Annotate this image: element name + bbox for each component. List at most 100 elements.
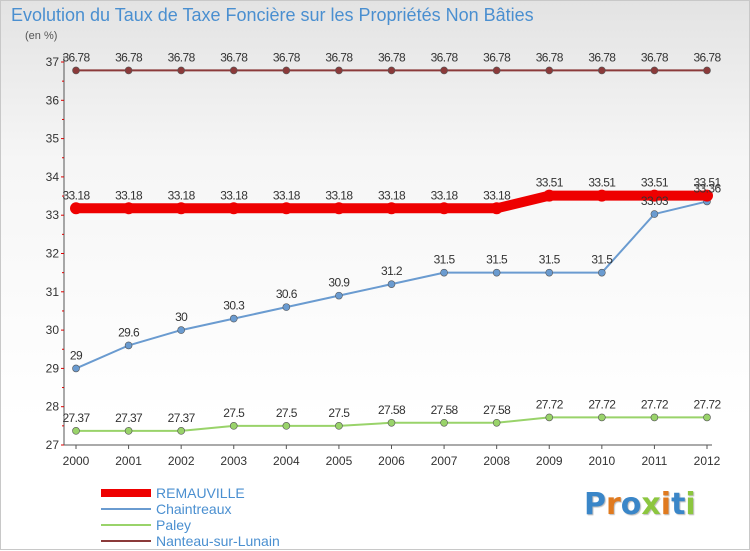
data-point	[282, 422, 291, 430]
legend-swatch	[101, 489, 151, 497]
data-point	[650, 413, 659, 422]
data-label: 27.72	[536, 397, 564, 411]
data-point	[227, 202, 240, 215]
data-point	[650, 210, 659, 218]
data-label: 29.6	[118, 325, 140, 339]
data-label: 27.58	[378, 403, 406, 417]
x-tick-label: 2010	[588, 454, 615, 468]
data-label: 27.72	[693, 397, 721, 411]
data-point	[229, 422, 238, 430]
data-label: 36.78	[378, 50, 406, 64]
data-label: 27.58	[431, 403, 459, 417]
data-label: 36.78	[62, 50, 90, 64]
data-label: 29	[70, 348, 83, 362]
data-label: 31.5	[434, 253, 456, 267]
data-label: 33.18	[220, 188, 248, 202]
data-point	[335, 422, 343, 430]
y-tick-label: 35	[46, 132, 60, 146]
data-label: 31.2	[381, 264, 403, 278]
data-label: 33.03	[641, 194, 669, 208]
data-point	[72, 364, 80, 373]
data-label: 33.18	[431, 188, 459, 202]
data-label: 31.5	[486, 253, 508, 267]
data-point	[598, 66, 606, 75]
data-point	[387, 66, 396, 75]
x-tick-label: 2005	[326, 454, 353, 468]
y-tick-label: 27	[46, 438, 60, 452]
data-point	[280, 202, 293, 215]
data-point	[124, 66, 133, 75]
data-point	[332, 202, 345, 215]
data-point	[124, 427, 133, 435]
x-tick-label: 2012	[694, 454, 721, 468]
data-label: 36.78	[325, 50, 353, 64]
data-point	[387, 418, 396, 427]
data-label: 36.78	[220, 50, 248, 64]
legend-label: Paley	[156, 517, 192, 533]
data-point	[650, 66, 659, 75]
data-point	[492, 66, 501, 75]
data-label: 31.5	[591, 253, 613, 267]
proxiti-logo: Proxiti	[584, 487, 696, 522]
data-point	[124, 341, 133, 350]
data-label: 27.5	[223, 406, 245, 420]
legend-swatch	[101, 508, 151, 510]
data-point	[543, 189, 556, 202]
data-point	[282, 66, 291, 75]
data-label: 30.9	[328, 276, 350, 290]
x-tick-label: 2006	[378, 454, 405, 468]
logo-letter: i	[660, 487, 672, 522]
legend-label: Nanteau-sur-Lunain	[156, 533, 280, 549]
data-point	[387, 280, 396, 288]
y-tick-label: 37	[46, 55, 60, 69]
data-label: 33.18	[115, 188, 143, 202]
data-point	[545, 268, 554, 277]
x-tick-label: 2003	[220, 454, 247, 468]
legend-swatch	[101, 540, 151, 542]
data-label: 33.51	[693, 176, 721, 190]
data-point	[492, 268, 501, 277]
x-tick-label: 2008	[483, 454, 510, 468]
logo-letter: t	[671, 487, 686, 522]
data-label: 33.18	[168, 188, 196, 202]
x-tick-label: 2011	[642, 454, 668, 468]
data-point	[648, 189, 661, 202]
x-tick-label: 2000	[63, 454, 90, 468]
y-tick-label: 34	[46, 170, 60, 184]
data-point	[335, 291, 343, 300]
data-label: 27.5	[276, 406, 298, 420]
chart-title: Evolution du Taux de Taxe Foncière sur l…	[11, 5, 534, 25]
data-point	[335, 66, 343, 75]
data-point	[492, 418, 501, 427]
y-tick-label: 30	[46, 323, 60, 337]
data-point	[122, 202, 135, 215]
data-label: 33.36	[693, 181, 721, 195]
data-point	[703, 66, 711, 75]
data-label: 31.5	[539, 253, 561, 267]
data-label: 27.37	[62, 411, 90, 425]
data-point	[175, 202, 188, 215]
data-point	[72, 427, 80, 435]
data-label: 36.78	[431, 50, 459, 64]
y-tick-label: 32	[46, 247, 60, 261]
data-label: 27.5	[328, 406, 350, 420]
x-tick-label: 2002	[168, 454, 195, 468]
data-label: 36.78	[483, 50, 511, 64]
data-point	[177, 427, 185, 435]
data-point	[598, 413, 606, 422]
data-label: 33.18	[62, 188, 90, 202]
legend-label: Chaintreaux	[156, 501, 232, 517]
logo-letter: x	[641, 487, 661, 522]
data-point	[598, 268, 606, 277]
data-point	[701, 189, 713, 202]
data-label: 36.78	[115, 50, 143, 64]
data-point	[385, 202, 398, 215]
data-label: 33.18	[378, 188, 406, 202]
data-point	[703, 413, 711, 422]
data-label: 27.72	[588, 397, 616, 411]
data-label: 33.51	[536, 176, 564, 190]
logo-letter: o	[620, 487, 642, 522]
x-tick-label: 2009	[536, 454, 563, 468]
